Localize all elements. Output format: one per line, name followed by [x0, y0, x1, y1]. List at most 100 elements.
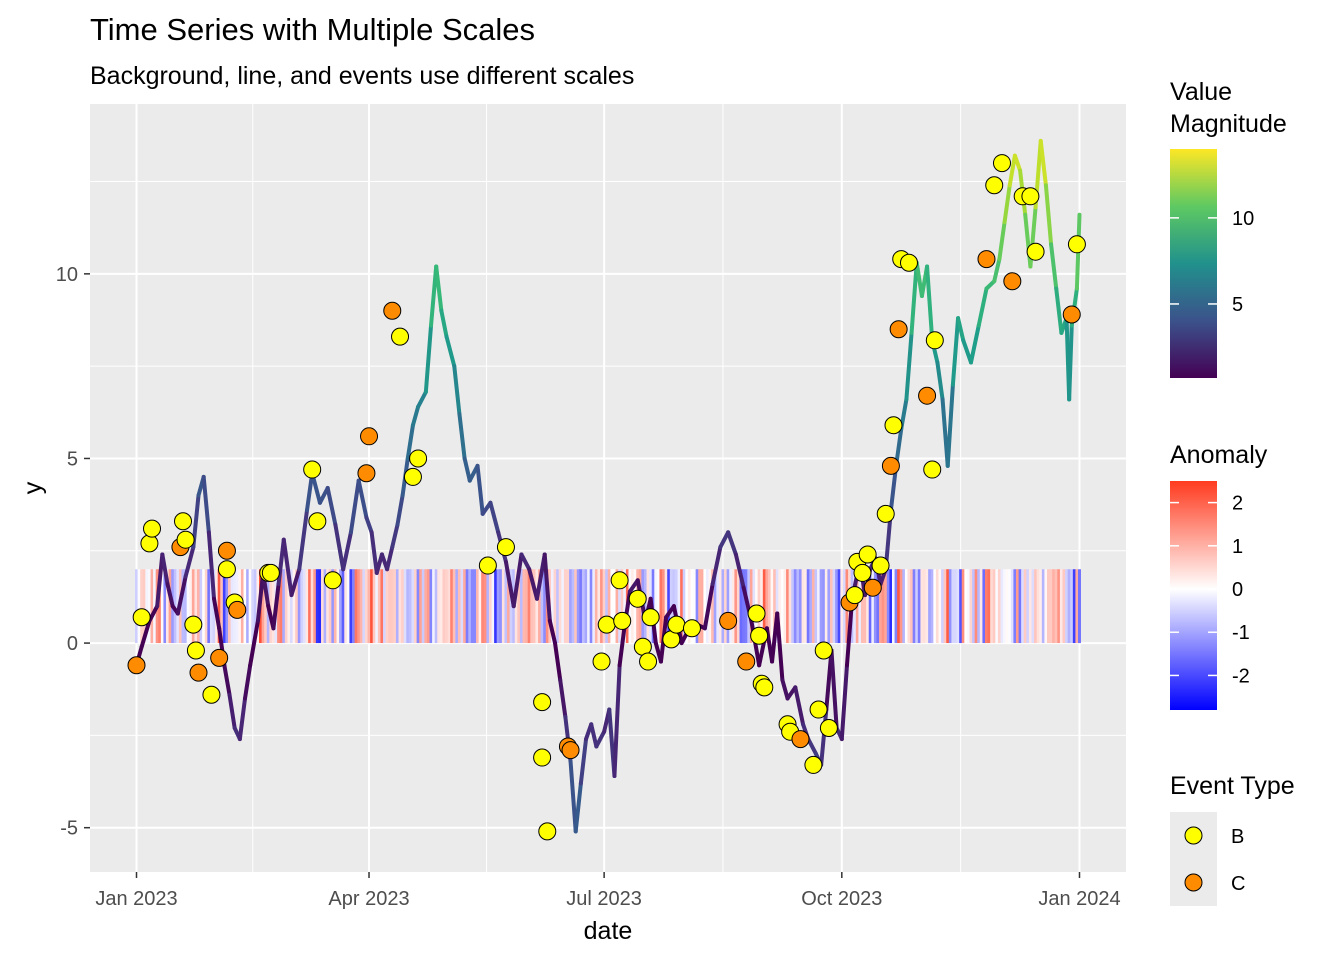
event-point-B — [174, 512, 193, 531]
anomaly-bar — [997, 569, 1001, 644]
plot-panel — [90, 104, 1126, 872]
anomaly-bar — [897, 569, 901, 644]
line-segment — [829, 648, 839, 730]
event-point-B — [750, 626, 769, 645]
line-segment — [558, 678, 568, 719]
line-segment — [956, 316, 966, 343]
line-segment — [594, 729, 607, 749]
anomaly-bar — [550, 569, 554, 644]
anomaly-bar — [153, 569, 157, 644]
line-segment — [243, 663, 253, 701]
anomaly-bar — [592, 569, 596, 644]
anomaly-bar — [494, 569, 498, 644]
anomaly-bar — [284, 569, 288, 644]
line-segment — [726, 530, 738, 557]
anomaly-bar — [770, 569, 774, 644]
event-point-B — [478, 556, 497, 575]
event-point-C — [918, 386, 937, 405]
anomaly-bar — [995, 569, 999, 644]
anomaly-bar — [1031, 569, 1035, 644]
anomaly-bar — [362, 569, 366, 644]
anomaly-bar — [1008, 569, 1012, 644]
anomaly-bar — [824, 569, 828, 644]
event-point-C — [889, 320, 908, 339]
event-point-B — [610, 571, 629, 590]
anomaly-bar — [282, 569, 286, 644]
anomaly-bar — [189, 569, 193, 644]
event-point-C — [561, 741, 580, 760]
anomaly-bar — [1062, 569, 1066, 644]
anomaly-bar — [377, 569, 381, 644]
event-point-B — [641, 608, 660, 627]
y-tick-label: -5 — [60, 818, 78, 840]
anomaly-bar — [393, 569, 397, 644]
anomaly-bar — [341, 569, 345, 644]
anomaly-bar — [504, 569, 508, 644]
anomaly-bar — [457, 569, 461, 644]
anomaly-bar — [736, 569, 740, 644]
anomaly-bar — [326, 569, 330, 644]
anomaly-bar — [1003, 569, 1007, 644]
anomaly-bar — [514, 569, 518, 644]
anomaly-bar — [690, 569, 694, 644]
anomaly-bar — [135, 569, 138, 644]
anomaly-bar — [910, 569, 914, 644]
line-segment — [1012, 153, 1023, 173]
event-point-C — [360, 427, 379, 446]
line-segment — [992, 257, 1002, 284]
line-segment — [227, 692, 237, 730]
anomaly-bar — [359, 569, 363, 644]
anomaly-bar — [416, 569, 420, 644]
event-point-C — [737, 652, 756, 671]
event-point-C — [1003, 272, 1022, 291]
anomaly-bar — [742, 569, 746, 644]
event-point-B — [985, 176, 1004, 195]
line-segment — [212, 596, 222, 631]
anomaly-bar — [961, 569, 965, 644]
anomaly-bar — [835, 569, 839, 644]
anomaly-bar — [600, 569, 604, 644]
anomaly-bar — [297, 569, 301, 644]
anomaly-bar — [1059, 569, 1063, 644]
event-point-B — [809, 700, 828, 719]
anomaly-bar — [1010, 569, 1014, 644]
anomaly-bar — [677, 569, 681, 644]
anomaly-bar — [858, 569, 862, 644]
anomaly-bar — [628, 569, 632, 644]
anomaly-bar — [881, 569, 885, 644]
colorbar-viridis — [1170, 149, 1217, 378]
line-segment — [452, 364, 462, 417]
line-segment — [281, 537, 294, 598]
event-point-B — [217, 560, 236, 579]
anomaly-bar — [452, 569, 456, 644]
anomaly-bar — [395, 569, 399, 644]
anomaly-bar — [439, 569, 443, 644]
anomaly-bar — [486, 569, 490, 644]
anomaly-bar — [1018, 569, 1022, 644]
anomaly-bar — [305, 569, 309, 644]
anomaly-bar — [323, 569, 327, 644]
anomaly-bar — [569, 569, 573, 644]
line-segment — [457, 412, 467, 461]
event-point-C — [881, 456, 900, 475]
anomaly-bar — [202, 569, 206, 644]
x-tick-label: Apr 2023 — [328, 888, 409, 910]
anomaly-bar — [879, 569, 883, 644]
event-point-B — [899, 253, 918, 272]
event-point-C — [210, 648, 229, 667]
anomaly-bar — [804, 569, 808, 644]
line-segment — [793, 685, 806, 727]
anomaly-bar — [220, 569, 224, 644]
anomaly-bar — [522, 569, 526, 644]
anomaly-bar — [1015, 569, 1019, 644]
anomaly-bar — [525, 569, 529, 644]
line-segment — [183, 545, 196, 579]
anomaly-bar — [992, 569, 996, 644]
anomaly-bar — [863, 569, 867, 644]
anomaly-bar — [1028, 569, 1032, 644]
event-point-B — [628, 589, 647, 608]
event-point-B — [597, 615, 616, 634]
anomaly-bar — [667, 569, 671, 644]
